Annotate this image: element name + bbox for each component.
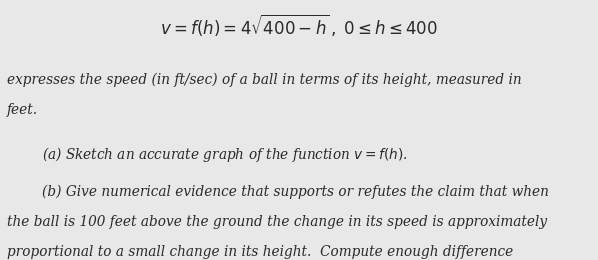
Text: feet.: feet. xyxy=(7,103,38,117)
Text: $v = f(h) = 4\sqrt{400 - h}\,,\; 0 \leq h \leq 400$: $v = f(h) = 4\sqrt{400 - h}\,,\; 0 \leq … xyxy=(160,12,438,38)
Text: the ball is 100 feet above the ground the change in its speed is approximately: the ball is 100 feet above the ground th… xyxy=(7,215,547,229)
Text: expresses the speed (in ft/sec) of a ball in terms of its height, measured in: expresses the speed (in ft/sec) of a bal… xyxy=(7,73,522,87)
Text: (b) Give numerical evidence that supports or refutes the claim that when: (b) Give numerical evidence that support… xyxy=(42,185,549,199)
Text: proportional to a small change in its height.  Compute enough difference: proportional to a small change in its he… xyxy=(7,245,514,259)
Text: (a) Sketch an accurate graph of the function $v = f(h)$.: (a) Sketch an accurate graph of the func… xyxy=(42,145,407,164)
